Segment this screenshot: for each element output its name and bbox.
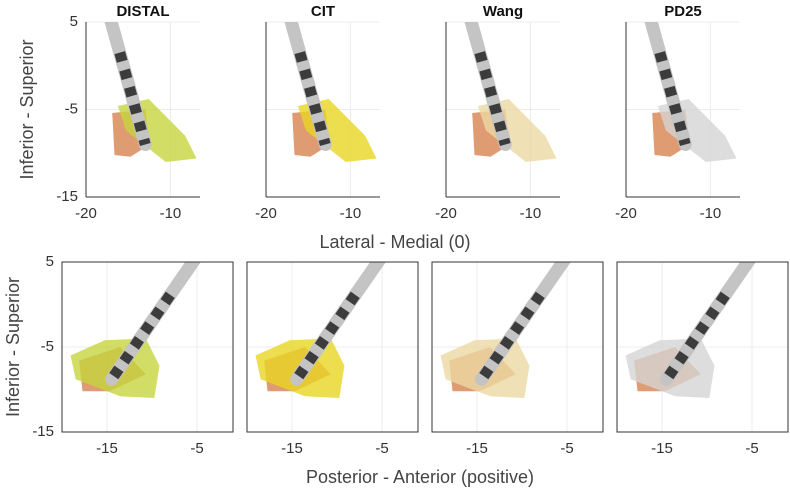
x-tick-label: -10 (160, 205, 182, 222)
frame (246, 261, 419, 433)
x-tick-label: -10 (340, 205, 362, 222)
x-tick-label: -5 (375, 440, 388, 457)
contacts (114, 51, 151, 146)
atlas-shapes (464, 22, 557, 162)
panel: -20 -10 PD25 (615, 3, 740, 222)
panel: -15 -5 (616, 261, 789, 457)
x-tick-label: -20 (75, 205, 97, 222)
panel: -15 -5 (246, 261, 419, 457)
x-tick-label: -5 (560, 440, 573, 457)
x-tick-label: -20 (255, 205, 277, 222)
x-tick-label: -5 (190, 440, 203, 457)
atlas-shapes (70, 262, 201, 398)
atlas-shapes (284, 22, 377, 162)
frame (616, 261, 789, 433)
x-tick-label: -15 (466, 440, 488, 457)
panel: -20 -10 5 -5 -15 DISTAL Inferior - Superior Lat… (17, 3, 471, 252)
x-axis-label: Posterior - Anterior (positive) (306, 467, 534, 487)
panel-title: Wang (483, 3, 523, 20)
panel: -15 -5 5 -5 -15 Inferior - Superior Posterior … (3, 253, 534, 487)
contacts (294, 51, 331, 146)
panel-title: DISTAL (116, 3, 169, 20)
x-tick-label: -10 (700, 205, 722, 222)
panel: -15 -5 (431, 261, 604, 457)
x-tick-label: -10 (520, 205, 542, 222)
x-axis-label: Lateral - Medial (0) (319, 232, 470, 252)
y-axis-label: Inferior - Superior (3, 277, 23, 417)
y-tick-label: 5 (70, 13, 78, 30)
x-tick-label: -20 (615, 205, 637, 222)
y-tick-label: -5 (65, 100, 78, 117)
y-tick-label: -15 (56, 188, 78, 205)
y-tick-label: 5 (46, 253, 54, 270)
frame (61, 261, 234, 433)
y-tick-label: -15 (32, 423, 54, 440)
y-tick-label: -5 (41, 338, 54, 355)
atlas-shapes (644, 22, 737, 162)
atlas-shapes (104, 22, 197, 162)
x-tick-label: -15 (281, 440, 303, 457)
atlas-shapes (255, 262, 386, 398)
x-tick-label: -5 (745, 440, 758, 457)
frame (431, 261, 604, 433)
panel: -20 -10 CIT (255, 3, 380, 222)
x-tick-label: -15 (96, 440, 118, 457)
contacts (654, 51, 691, 146)
y-axis-label: Inferior - Superior (17, 39, 37, 179)
x-tick-label: -20 (435, 205, 457, 222)
atlas-shapes (625, 262, 756, 398)
panel-title: PD25 (664, 3, 702, 20)
panel: -20 -10 Wang (435, 3, 560, 222)
panel-title: CIT (311, 3, 335, 20)
atlas-shapes (440, 262, 571, 398)
x-tick-label: -15 (651, 440, 673, 457)
contacts (474, 51, 511, 146)
